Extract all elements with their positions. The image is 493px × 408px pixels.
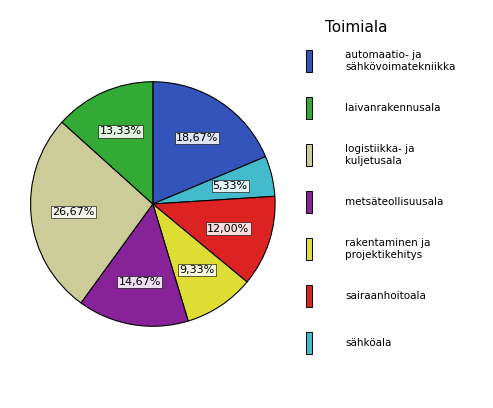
Text: metsäteollisuusala: metsäteollisuusala — [345, 197, 444, 207]
FancyBboxPatch shape — [306, 50, 312, 73]
Text: laivanrakennusala: laivanrakennusala — [345, 103, 441, 113]
Text: Toimiala: Toimiala — [325, 20, 388, 35]
Wedge shape — [62, 82, 153, 204]
Text: sähköala: sähköala — [345, 338, 391, 348]
Wedge shape — [81, 204, 188, 326]
FancyBboxPatch shape — [306, 332, 312, 354]
Text: 18,67%: 18,67% — [176, 133, 218, 143]
Text: 26,67%: 26,67% — [53, 207, 95, 217]
Text: sairaanhoitoala: sairaanhoitoala — [345, 291, 426, 301]
Text: logistiikka- ja
kuljetusala: logistiikka- ja kuljetusala — [345, 144, 415, 166]
FancyBboxPatch shape — [306, 285, 312, 307]
Text: 12,00%: 12,00% — [207, 224, 249, 233]
Text: automaatio- ja
sähkövoimatekniikka: automaatio- ja sähkövoimatekniikka — [345, 51, 456, 72]
Text: rakentaminen ja
projektikehitys: rakentaminen ja projektikehitys — [345, 238, 430, 259]
Wedge shape — [153, 157, 275, 204]
Wedge shape — [153, 82, 266, 204]
FancyBboxPatch shape — [306, 144, 312, 166]
FancyBboxPatch shape — [306, 237, 312, 260]
Wedge shape — [31, 122, 153, 303]
FancyBboxPatch shape — [306, 97, 312, 119]
Text: 13,33%: 13,33% — [100, 126, 141, 136]
Wedge shape — [153, 196, 275, 282]
FancyBboxPatch shape — [306, 191, 312, 213]
Text: 14,67%: 14,67% — [118, 277, 161, 287]
Wedge shape — [153, 204, 247, 321]
Text: 5,33%: 5,33% — [212, 181, 248, 191]
Text: 9,33%: 9,33% — [179, 265, 214, 275]
